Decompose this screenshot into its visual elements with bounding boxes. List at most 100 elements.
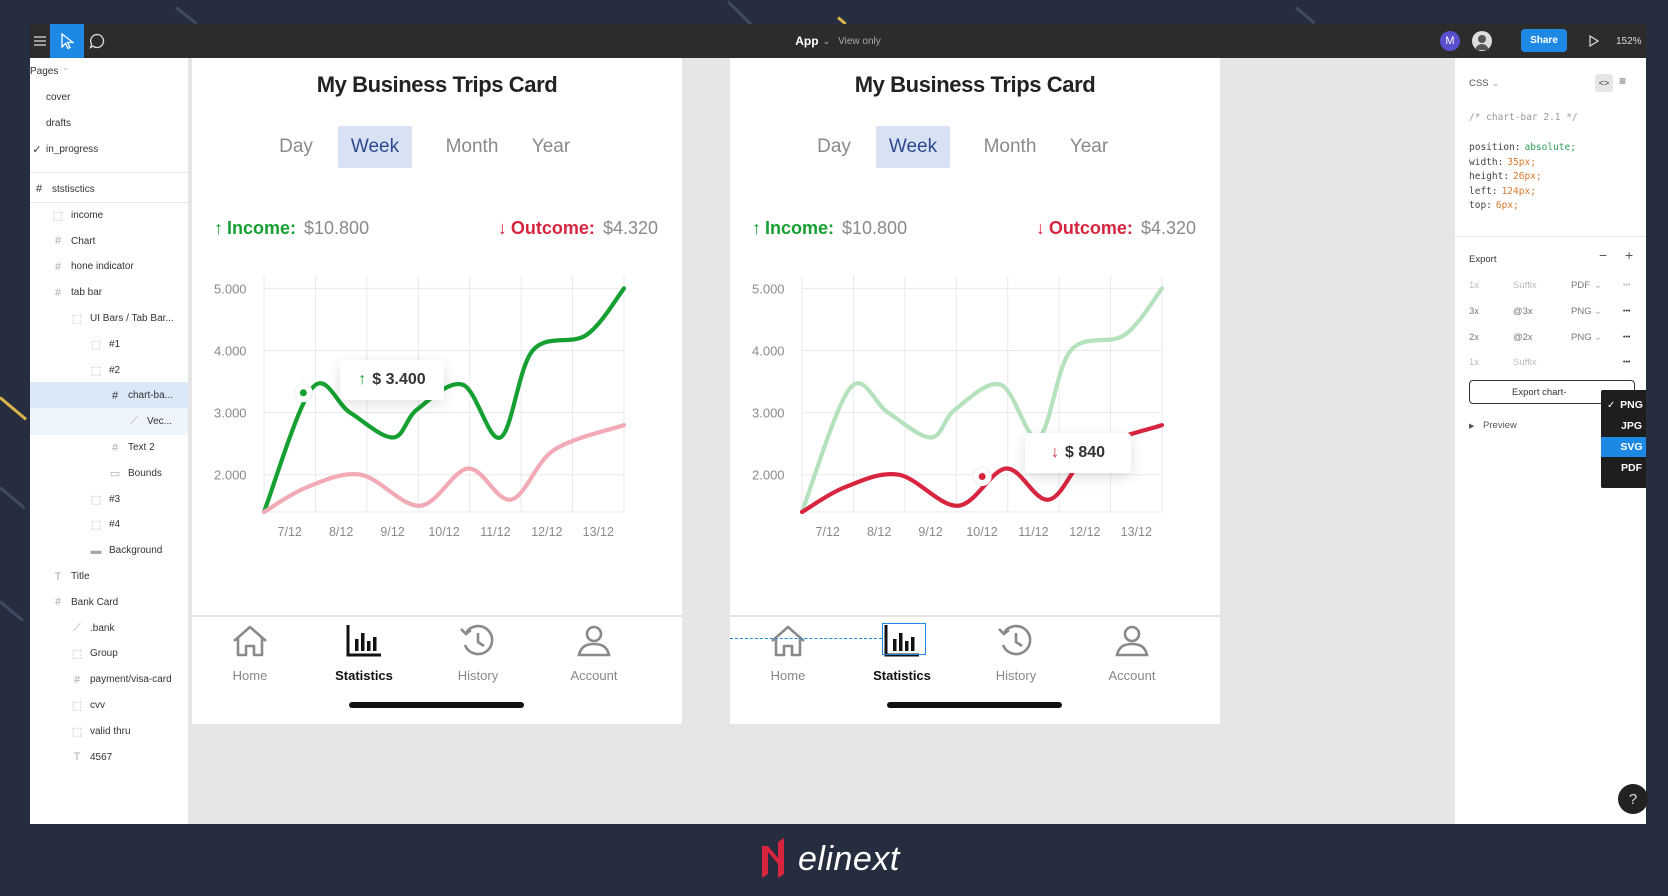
page-item[interactable]: cover <box>30 84 188 111</box>
layer-item[interactable]: ⬚ valid thru <box>30 718 188 745</box>
format-option[interactable]: PDF <box>1601 458 1646 478</box>
top-toolbar: App ⌄ View only M Share 152%⌄ <box>30 24 1646 58</box>
export-suffix[interactable]: Suffix <box>1513 280 1537 291</box>
highlight-point[interactable] <box>299 389 307 397</box>
present-button[interactable] <box>1584 24 1604 58</box>
layer-item[interactable]: ⟋ .bank <box>30 615 188 642</box>
export-row[interactable]: 3x @3x PNG ⌄ ••• <box>1455 300 1646 324</box>
trips-card-frame[interactable]: My Business Trips Card Day Week Month Year ↑ I… <box>192 58 682 724</box>
format-dropdown[interactable]: ✓ PNG JPG SVG PDF <box>1601 390 1646 488</box>
add-export-icon[interactable]: + <box>1625 247 1634 263</box>
layer-item[interactable]: ⬚ Group <box>30 640 188 667</box>
layer-item[interactable]: # Bank Card <box>30 589 188 616</box>
trips-card-frame[interactable]: My Business Trips Card Day Week Month Year ↑ I… <box>730 58 1220 724</box>
layer-item[interactable]: # chart-ba... <box>30 382 188 410</box>
comment-tool-button[interactable] <box>86 24 108 58</box>
series-line-income[interactable] <box>799 286 1165 515</box>
nav-history[interactable]: History <box>970 621 1062 683</box>
layer-item[interactable]: # tab bar <box>30 279 188 306</box>
remove-export-icon[interactable]: − <box>1599 247 1608 263</box>
format-option[interactable]: JPG <box>1601 416 1646 436</box>
nav-home[interactable]: Home <box>742 621 834 683</box>
preview-toggle[interactable]: ▶ Preview <box>1469 420 1517 431</box>
css-tab[interactable]: CSS ⌄ <box>1469 78 1500 89</box>
tab-week[interactable]: Week <box>876 126 950 168</box>
export-row[interactable]: 1x Suffix PDF ⌄ ••• <box>1455 274 1646 298</box>
layer-item[interactable]: T Title <box>30 563 188 590</box>
layer-item[interactable]: ⬚ UI Bars / Tab Bar... <box>30 305 188 332</box>
layer-item[interactable]: # ststisctics <box>30 176 188 203</box>
layer-label: tab bar <box>71 287 103 299</box>
arrow-down-icon: ↓ <box>497 218 507 238</box>
list-view-icon[interactable]: ≡ <box>1619 74 1627 88</box>
nav-home[interactable]: Home <box>204 621 296 683</box>
y-tick-label: 5.000 <box>752 281 785 296</box>
chevron-down-icon: ⌄ <box>1594 280 1602 291</box>
tab-week[interactable]: Week <box>338 126 412 168</box>
nav-account[interactable]: Account <box>548 621 640 683</box>
nav-account[interactable]: Account <box>1086 621 1178 683</box>
layer-item[interactable]: ▭ Bounds <box>30 460 188 487</box>
export-row[interactable]: 2x @2x PNG ⌄ ••• <box>1455 326 1646 350</box>
x-tick-label: 13/12 <box>1121 525 1152 539</box>
export-scale[interactable]: 1x <box>1469 280 1480 291</box>
layer-item[interactable]: ⬚ cvv <box>30 692 188 719</box>
layer-item[interactable]: ⬚ #4 <box>30 511 188 538</box>
move-tool-button[interactable] <box>50 24 84 58</box>
layer-item[interactable]: # hone indicator <box>30 253 188 280</box>
more-icon[interactable]: ••• <box>1623 307 1631 315</box>
export-format[interactable]: PDF <box>1571 280 1590 291</box>
layer-item[interactable]: ⟋ Vec... <box>30 408 188 436</box>
code-view-icon[interactable]: <> <box>1595 74 1613 92</box>
layer-item[interactable]: ▬ Background <box>30 537 188 564</box>
nav-history[interactable]: History <box>432 621 524 683</box>
export-scale[interactable]: 1x <box>1469 357 1480 369</box>
zoom-level[interactable]: 152%⌄ <box>1616 24 1646 58</box>
history-icon <box>460 624 494 656</box>
export-suffix[interactable]: Suffix <box>1513 357 1537 369</box>
file-title[interactable]: App ⌄ View only <box>30 24 1646 58</box>
format-option[interactable]: SVG <box>1601 437 1646 457</box>
user-avatar-photo[interactable] <box>1472 31 1492 51</box>
export-suffix[interactable]: @3x <box>1513 305 1533 317</box>
page-item[interactable]: ✓ in_progress <box>30 136 188 163</box>
help-button[interactable]: ? <box>1618 784 1648 814</box>
format-option[interactable]: ✓ PNG <box>1601 395 1646 415</box>
series-line-income[interactable] <box>261 286 627 515</box>
layer-item[interactable]: T 4567 <box>30 744 188 771</box>
more-icon[interactable]: ••• <box>1623 333 1631 341</box>
export-row[interactable]: 1x Suffix ••• <box>1455 351 1646 375</box>
layer-item[interactable]: ⬚ income <box>30 202 188 229</box>
avatar[interactable]: M <box>1440 31 1460 51</box>
tab-month[interactable]: Month <box>983 136 1037 157</box>
design-canvas[interactable]: My Business Trips Card Day Week Month Year ↑ I… <box>189 58 1637 824</box>
pages-header[interactable]: Pages ⌃ <box>30 60 188 82</box>
nav-statistics[interactable]: Statistics <box>856 621 948 683</box>
tab-month[interactable]: Month <box>445 136 499 157</box>
export-format[interactable]: PNG <box>1571 331 1592 343</box>
layer-item[interactable]: ⬚ #3 <box>30 486 188 513</box>
tab-year[interactable]: Year <box>1069 136 1109 157</box>
tab-day[interactable]: Day <box>817 136 851 157</box>
more-icon[interactable]: ••• <box>1623 359 1631 367</box>
nav-statistics[interactable]: Statistics <box>318 621 410 683</box>
export-scale[interactable]: 2x <box>1469 331 1480 343</box>
layer-item[interactable]: # payment/visa-card <box>30 666 188 693</box>
menu-icon[interactable] <box>30 24 50 58</box>
export-scale[interactable]: 3x <box>1469 305 1480 317</box>
export-suffix[interactable]: @2x <box>1513 331 1533 343</box>
highlight-point[interactable] <box>978 473 986 481</box>
page-item[interactable]: drafts <box>30 110 188 137</box>
layer-item[interactable]: ⬚ #1 <box>30 331 188 358</box>
layer-item[interactable]: # Text 2 <box>30 434 188 461</box>
share-button[interactable]: Share <box>1521 29 1567 52</box>
tab-year[interactable]: Year <box>531 136 571 157</box>
series-line-outcome[interactable] <box>261 423 627 515</box>
export-format[interactable]: PNG <box>1571 305 1592 317</box>
layer-item[interactable]: # Chart <box>30 228 188 255</box>
page-label: cover <box>46 92 71 103</box>
layer-item[interactable]: ⬚ #2 <box>30 357 188 384</box>
layer-label: Chart <box>71 235 96 247</box>
more-icon[interactable]: ••• <box>1623 282 1631 289</box>
tab-day[interactable]: Day <box>279 136 313 157</box>
